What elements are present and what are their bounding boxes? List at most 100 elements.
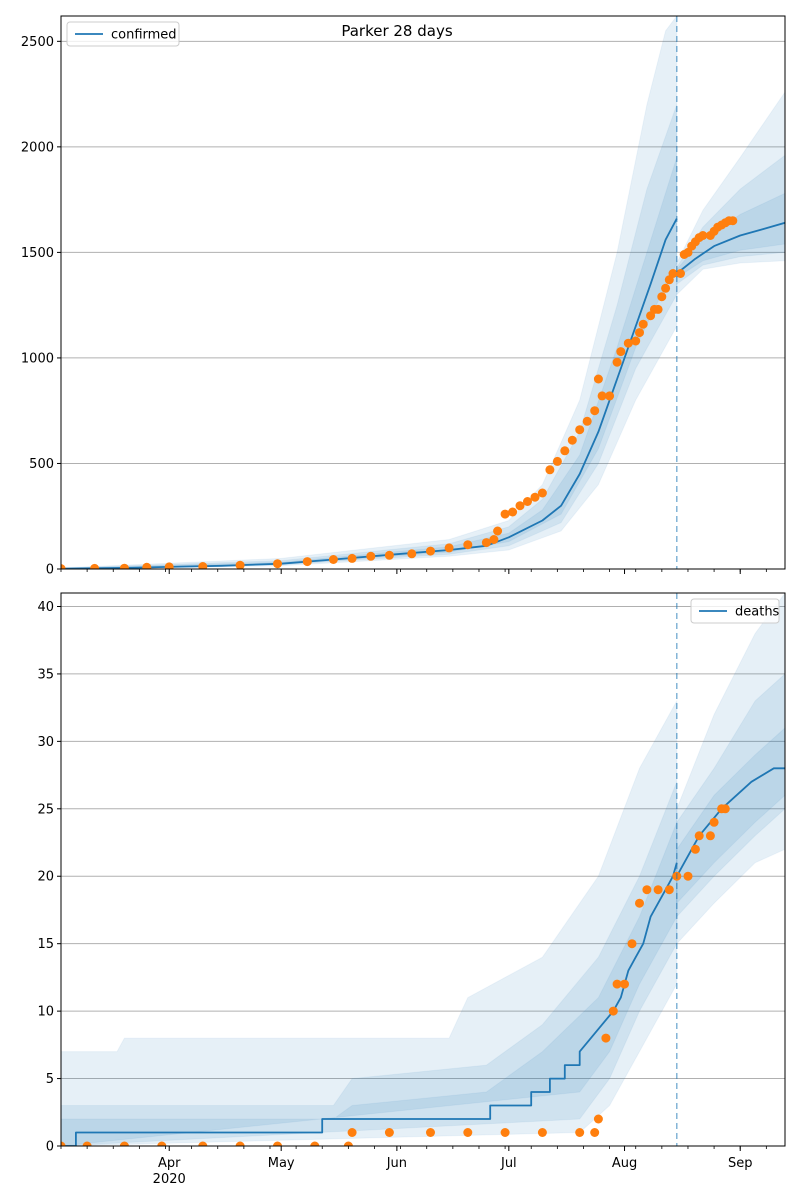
observed-point — [590, 406, 600, 416]
x-tick-label: Apr — [158, 1156, 181, 1171]
observed-point — [605, 391, 615, 401]
observed-point — [61, 564, 66, 569]
observed-point — [500, 1128, 510, 1137]
observed-point — [463, 540, 473, 550]
uncertainty-band — [676, 727, 785, 905]
observed-point — [61, 1141, 66, 1146]
x-tick-label: Aug — [612, 1156, 637, 1171]
observed-point — [728, 216, 738, 226]
observed-point — [328, 555, 338, 564]
observed-point — [635, 898, 644, 908]
observed-point — [198, 1141, 208, 1146]
observed-point — [616, 347, 626, 357]
observed-point — [463, 1128, 473, 1137]
axes-frame — [60, 15, 786, 570]
legend-box — [66, 21, 180, 47]
y-tick-label: 25 — [37, 802, 54, 817]
observed-point — [366, 551, 376, 561]
observed-point — [676, 269, 685, 278]
observed-point — [698, 231, 708, 240]
y-tick-label: 30 — [37, 735, 54, 750]
observed-point — [273, 1141, 282, 1146]
observed-point — [198, 562, 208, 569]
y-tick-label: 2000 — [21, 140, 54, 155]
observed-point — [302, 557, 312, 567]
observed-point — [620, 979, 629, 989]
observed-point — [705, 831, 715, 841]
median-line — [61, 862, 678, 1146]
observed-point — [347, 1128, 357, 1137]
observed-point — [119, 563, 129, 569]
observed-point — [489, 535, 499, 544]
observed-point — [493, 526, 503, 536]
observed-point — [642, 885, 652, 895]
y-tick-label: 2500 — [21, 35, 54, 50]
observed-point — [601, 1033, 611, 1043]
observed-point — [661, 283, 671, 293]
legend: confirmed — [66, 21, 180, 47]
x-tick-label: Sep — [728, 1156, 753, 1171]
observed-point — [235, 560, 245, 569]
uncertainty-band — [676, 673, 785, 918]
uncertainty-band — [61, 104, 678, 569]
observed-point — [590, 1128, 600, 1137]
observed-point — [720, 804, 730, 814]
uncertainty-band — [676, 593, 785, 945]
observed-point — [653, 885, 663, 895]
legend: deaths — [690, 598, 780, 624]
series-group — [61, 767, 785, 1146]
observed-point — [683, 871, 693, 881]
observed-point — [623, 338, 633, 348]
x-tick-label: Jul — [500, 1156, 517, 1171]
observed-point — [142, 562, 152, 569]
observed-point — [567, 435, 577, 445]
observed-point — [627, 939, 637, 949]
observed-point — [347, 553, 357, 563]
observed-point — [653, 304, 663, 314]
observed-point — [582, 416, 592, 426]
observed-point — [657, 292, 667, 302]
observed-point — [597, 391, 607, 401]
forecast-line — [676, 767, 785, 877]
observed-point — [635, 328, 644, 338]
y-tick-label: 20 — [37, 870, 54, 885]
observed-point — [426, 546, 435, 556]
observed-point — [709, 817, 719, 827]
observed-point — [537, 488, 547, 498]
observed-point — [664, 885, 674, 895]
observed-point — [608, 1006, 618, 1016]
observed-point — [612, 979, 622, 989]
observed-point — [481, 538, 491, 548]
observed-point — [343, 1141, 353, 1146]
observed-point — [668, 269, 678, 278]
observed-point — [593, 374, 603, 384]
observed-point — [119, 1141, 129, 1146]
observed-point — [593, 1114, 603, 1124]
observed-point — [384, 1128, 394, 1137]
axes-frame — [60, 592, 786, 1147]
legend-label: deaths — [735, 605, 780, 620]
observed-point — [523, 497, 532, 506]
observed-point — [426, 1128, 435, 1137]
y-tick-label: 500 — [29, 457, 54, 472]
legend-label: confirmed — [111, 28, 177, 43]
observed-point — [537, 1128, 547, 1137]
observed-point — [694, 831, 704, 841]
observed-point — [164, 562, 174, 569]
y-tick-label: 35 — [37, 667, 54, 682]
uncertainty-band — [61, 157, 678, 569]
observed-point — [631, 336, 641, 346]
observed-point — [384, 550, 394, 560]
y-tick-label: 0 — [46, 563, 54, 578]
chart-title: Parker 28 days — [341, 22, 452, 40]
observed-point — [508, 507, 518, 517]
median-line — [61, 218, 678, 569]
observed-point — [407, 549, 417, 559]
observed-point — [273, 559, 282, 569]
uncertainty-band — [676, 91, 785, 296]
observed-point — [638, 319, 648, 329]
observed-point — [560, 446, 570, 456]
observed-point — [690, 844, 700, 854]
